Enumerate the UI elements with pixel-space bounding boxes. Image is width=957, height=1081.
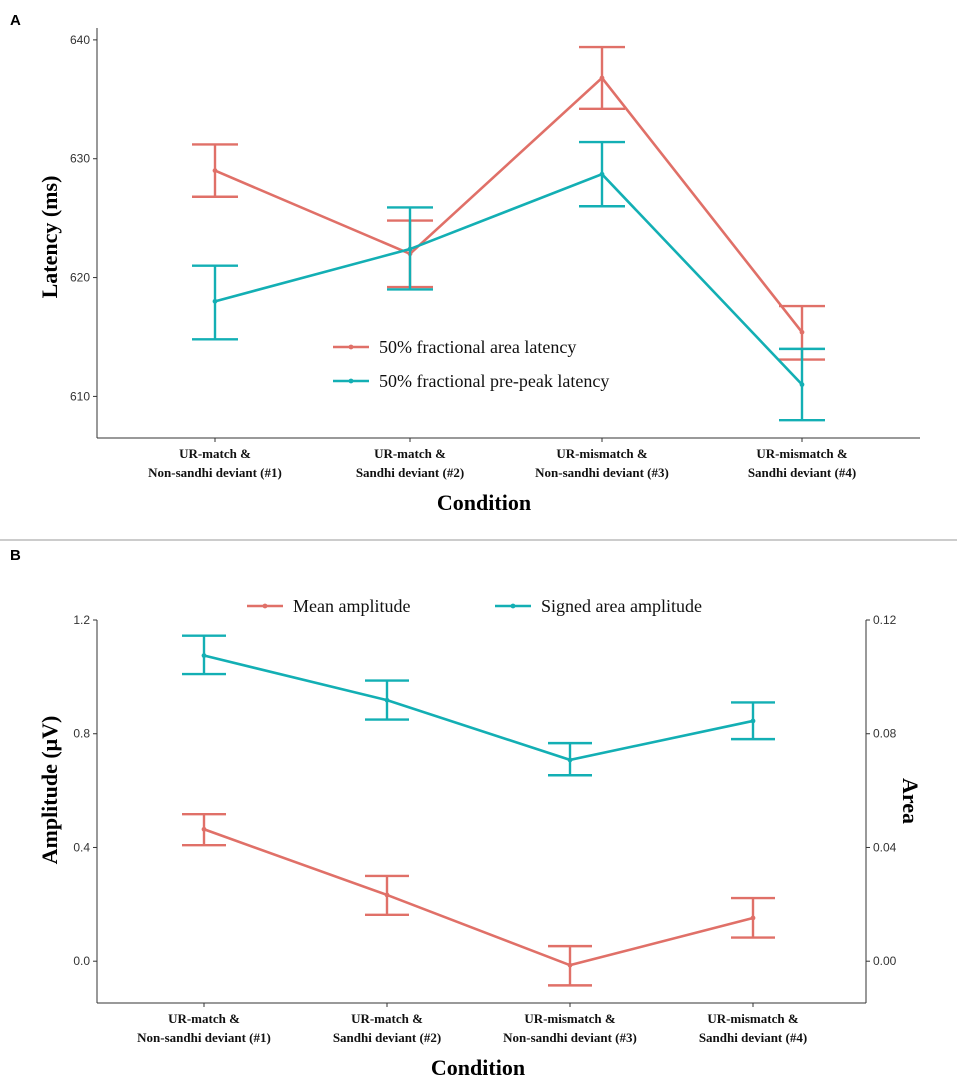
- panel-a-y-tick-label: 640: [70, 33, 90, 47]
- panel-a-x-tick-label: UR-match &: [179, 446, 251, 461]
- panel-a: A Latency (ms) Condition 610 620 630 640 UR-…: [10, 12, 920, 515]
- panel-b-y-tick-label: 0.0: [73, 954, 90, 968]
- panel-b-data-point: [384, 892, 390, 898]
- panel-b-legend-key-point-1: [262, 603, 268, 609]
- panel-b-x-tick-label: UR-match &: [351, 1011, 423, 1026]
- panel-a-letter: A: [10, 12, 21, 29]
- panel-b-data-point: [384, 697, 390, 703]
- panel-a-y-tick-label: 610: [70, 389, 90, 403]
- panel-a-data-point: [599, 171, 605, 177]
- panel-b-plot: 0.0 0.00 0.4 0.04 0.8 0.08 1.2 0.12 UR-match & No…: [73, 596, 896, 1045]
- panel-a-x-tick-label: UR-mismatch &: [756, 446, 848, 461]
- panel-a-data-point: [407, 246, 413, 252]
- panel-a-y-axis-title: Latency (ms): [37, 176, 62, 299]
- panel-b-y2-tick-label: 0.08: [873, 727, 897, 741]
- panel-b-x-tick-label: Non-sandhi deviant (#1): [137, 1030, 271, 1045]
- panel-b-letter: B: [10, 547, 21, 564]
- panel-a-data-point: [212, 298, 218, 304]
- panel-b-y-tick-label: 0.8: [73, 727, 90, 741]
- panel-b-y2-tick-label: 0.04: [873, 840, 897, 854]
- panel-b: B Amplitude (μV) Area Condition 0.0 0.000…: [10, 547, 923, 1080]
- panel-b-x-tick-label: Sandhi deviant (#4): [699, 1030, 807, 1045]
- panel-b-data-point: [567, 757, 573, 763]
- panel-b-y2-axis-title: Area: [898, 778, 923, 824]
- panel-a-x-tick-label: UR-mismatch &: [556, 446, 648, 461]
- panel-b-x-tick-label: UR-mismatch &: [524, 1011, 616, 1026]
- panel-b-legend-key-point-2: [510, 603, 516, 609]
- panel-b-x-axis-title: Condition: [431, 1055, 525, 1080]
- panel-b-data-point: [201, 653, 207, 658]
- panel-a-y-tick-label: 630: [70, 152, 90, 166]
- panel-a-legend-key-point-1: [348, 344, 354, 350]
- panel-a-data-point: [799, 329, 805, 335]
- panel-b-series-line-2: [203, 654, 754, 762]
- panel-a-y-tick-label: 620: [70, 271, 90, 285]
- panel-b-data-point: [567, 962, 573, 968]
- panel-a-x-tick-label: Non-sandhi deviant (#1): [148, 465, 282, 480]
- panel-a-series-line-1: [214, 76, 804, 334]
- panel-b-y2-tick-label: 0.12: [873, 613, 897, 627]
- panel-b-data-point: [201, 826, 207, 832]
- panel-a-x-axis-title: Condition: [437, 490, 531, 515]
- panel-a-legend-key-point-2: [348, 378, 354, 384]
- panel-b-y2-tick-label: 0.00: [873, 954, 897, 968]
- panel-a-legend-label-2: 50% fractional pre-peak latency: [379, 371, 609, 391]
- panel-b-y-tick-label: 0.4: [73, 840, 90, 854]
- panel-b-x-tick-label: UR-match &: [168, 1011, 240, 1026]
- panel-b-series-line-1: [203, 828, 754, 967]
- panel-a-series-line-2: [214, 172, 803, 386]
- panel-a-data-point: [599, 75, 605, 81]
- panel-a-data-point: [799, 382, 805, 387]
- panel-b-legend-label-1: Mean amplitude: [293, 596, 410, 616]
- panel-a-plot: 610 620 630 640 UR-match & Non-sandhi deviant…: [70, 28, 920, 480]
- panel-a-x-tick-label: Sandhi deviant (#4): [748, 465, 856, 480]
- panel-b-x-tick-label: Non-sandhi deviant (#3): [503, 1030, 637, 1045]
- panel-a-x-tick-label: UR-match &: [374, 446, 446, 461]
- panel-a-x-tick-label: Sandhi deviant (#2): [356, 465, 464, 480]
- panel-a-data-point: [212, 168, 218, 174]
- panel-b-y-tick-label: 1.2: [73, 613, 90, 627]
- panel-b-data-point: [750, 915, 756, 921]
- panel-b-data-point: [750, 718, 756, 724]
- panel-b-y-axis-title: Amplitude (μV): [37, 716, 62, 865]
- panel-a-x-tick-label: Non-sandhi deviant (#3): [535, 465, 669, 480]
- panel-b-x-tick-label: Sandhi deviant (#2): [333, 1030, 441, 1045]
- panel-b-legend-label-2: Signed area amplitude: [541, 596, 702, 616]
- panel-b-x-tick-label: UR-mismatch &: [707, 1011, 799, 1026]
- panel-a-legend-label-1: 50% fractional area latency: [379, 337, 576, 357]
